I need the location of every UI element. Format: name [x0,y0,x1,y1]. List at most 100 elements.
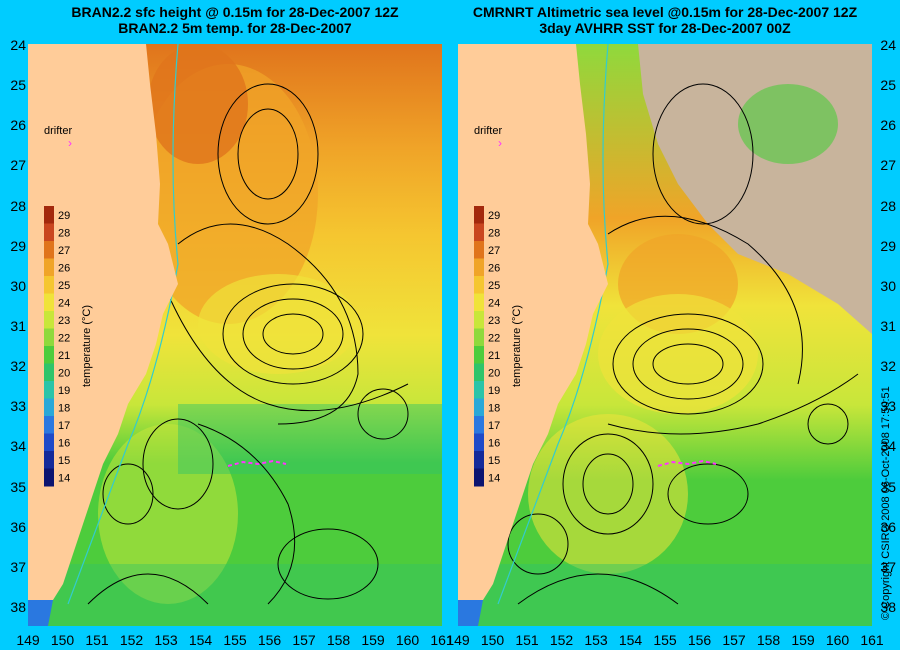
left-y-tick: 24 [10,37,26,53]
left-colorbar-tick: 25 [58,280,70,292]
right-x-tick: 150 [480,632,505,648]
left-colorbar-label: temperature (°C) [81,305,93,387]
left-colorbar-swatch [44,346,54,364]
right-colorbar-swatch [474,398,484,417]
right-y-tick: 31 [880,317,896,334]
right-x-tick: 152 [549,632,574,648]
right-colorbar-tick: 14 [488,472,500,484]
right-y-tick: 26 [880,117,896,134]
left-map-svg: drifter › 29 28 27 26 25 24 23 22 21 20 19 18 17 16 15… [28,44,442,626]
left-title-line1: BRAN2.2 sfc height @ 0.15m for 28-Dec-20… [71,4,399,20]
right-y-tick: 34 [880,438,896,455]
right-y-tick: 25 [880,77,896,94]
left-land [28,44,178,600]
left-coast-south-sea [28,600,53,626]
left-colorbar: 29 28 27 26 25 24 23 22 21 20 19 18 17 16 15 14 temperat… [44,206,93,487]
left-colorbar-tick: 14 [58,472,70,484]
left-colorbar-tick: 28 [58,227,70,239]
right-x-tick: 155 [653,632,677,648]
right-x-tick: 149 [446,632,470,648]
left-colorbar-tick: 23 [58,315,70,327]
left-colorbar-tick: 26 [58,262,70,274]
right-x-tick: 151 [515,632,539,648]
right-south-warm [528,414,688,574]
left-x-tick: 151 [85,632,109,648]
left-colorbar-tick: 19 [58,385,70,397]
left-y-tick: 32 [10,358,26,375]
right-colorbar-swatch [474,293,484,312]
left-colorbar-tick: 21 [58,350,70,362]
left-x-tick: 157 [292,632,316,648]
right-colorbar-tick: 16 [488,437,500,449]
left-colorbar-swatch [44,328,54,347]
right-title-line2: 3day AVHRR SST for 28-Dec-2007 00Z [539,20,791,36]
left-eddy-patch [198,274,358,374]
right-colorbar-tick: 28 [488,227,500,239]
left-colorbar-tick: 18 [58,402,70,414]
right-colorbar: 29 28 27 26 25 24 23 22 21 20 19 18 17 16 15 14 temperat… [474,206,523,487]
right-y-tick: 30 [880,277,896,294]
left-colorbar-tick: 17 [58,420,70,432]
right-coast-south-sea [458,600,483,626]
right-y-tick: 27 [880,157,896,174]
right-drifter-track [657,459,717,467]
left-drifter-track [227,459,287,467]
left-colorbar-tick: 15 [58,455,70,467]
right-colorbar-swatch [474,276,484,294]
right-isobath [497,44,609,605]
left-colorbar-tick: 20 [58,367,70,379]
left-x-tick: 150 [50,632,75,648]
left-colorbar-tick: 16 [58,437,70,449]
right-x-tick: 156 [687,632,712,648]
left-x-tick: 160 [395,632,420,648]
left-drifter-marker: › [68,136,72,150]
left-colorbar-tick: 27 [58,245,70,257]
right-title-line1: CMRNRT Altimetric sea level @0.15m for 2… [472,4,858,20]
left-colorbar-swatch [44,276,54,294]
right-colorbar-swatch [474,258,484,277]
left-y-tick: 29 [10,237,26,254]
right-colorbar-tick: 25 [488,280,500,292]
right-y-tick: 35 [880,478,896,495]
right-y-tick: 24 [880,37,896,53]
left-cool-band [178,404,442,474]
right-sea-level-contours [507,83,859,605]
left-x-tick: 149 [16,632,40,648]
left-cool-south [28,564,442,626]
right-colorbar-tick: 18 [488,402,500,414]
left-colorbar-swatch [44,416,54,434]
right-colorbar-tick: 15 [488,455,500,467]
right-colorbar-swatch [474,223,484,242]
right-colorbar-tick: 26 [488,262,500,274]
left-x-tick: 155 [223,632,247,648]
left-isobath [67,44,179,605]
right-colorbar-tick: 23 [488,315,500,327]
right-x-tick: 157 [722,632,746,648]
left-map-panel: drifter › 29 28 27 26 25 24 23 22 21 20 19 18 17 16 15… [28,44,442,626]
left-colorbar-tick: 29 [58,210,70,222]
left-y-tick: 31 [10,317,26,334]
right-colorbar-swatch [474,346,484,364]
right-y-tick: 28 [880,197,896,214]
right-drifter-marker: › [498,136,502,150]
right-colorbar-tick: 22 [488,332,500,344]
left-drifter-label: drifter [44,125,72,137]
left-colorbar-swatch [44,468,54,487]
right-colorbar-swatch [474,363,484,382]
right-map-panel: drifter › 29 28 27 26 25 24 23 22 21 20 19 18 17 16 15… [458,44,872,626]
right-colorbar-tick: 24 [488,297,500,309]
left-panel-title: BRAN2.2 sfc height @ 0.15m for 28-Dec-20… [28,4,442,36]
left-y-tick: 35 [10,478,26,495]
left-colorbar-swatch [44,363,54,382]
left-colorbar-tick: 24 [58,297,70,309]
right-land [458,44,608,600]
left-colorbar-swatch [44,258,54,277]
right-colorbar-swatch [474,451,484,469]
left-y-tick: 27 [10,157,26,174]
right-y-tick: 36 [880,518,896,535]
right-y-tick: 37 [880,558,896,575]
right-y-tick: 32 [880,358,896,375]
right-colorbar-swatch [474,433,484,452]
left-x-tick: 153 [154,632,178,648]
right-colorbar-tick: 20 [488,367,500,379]
